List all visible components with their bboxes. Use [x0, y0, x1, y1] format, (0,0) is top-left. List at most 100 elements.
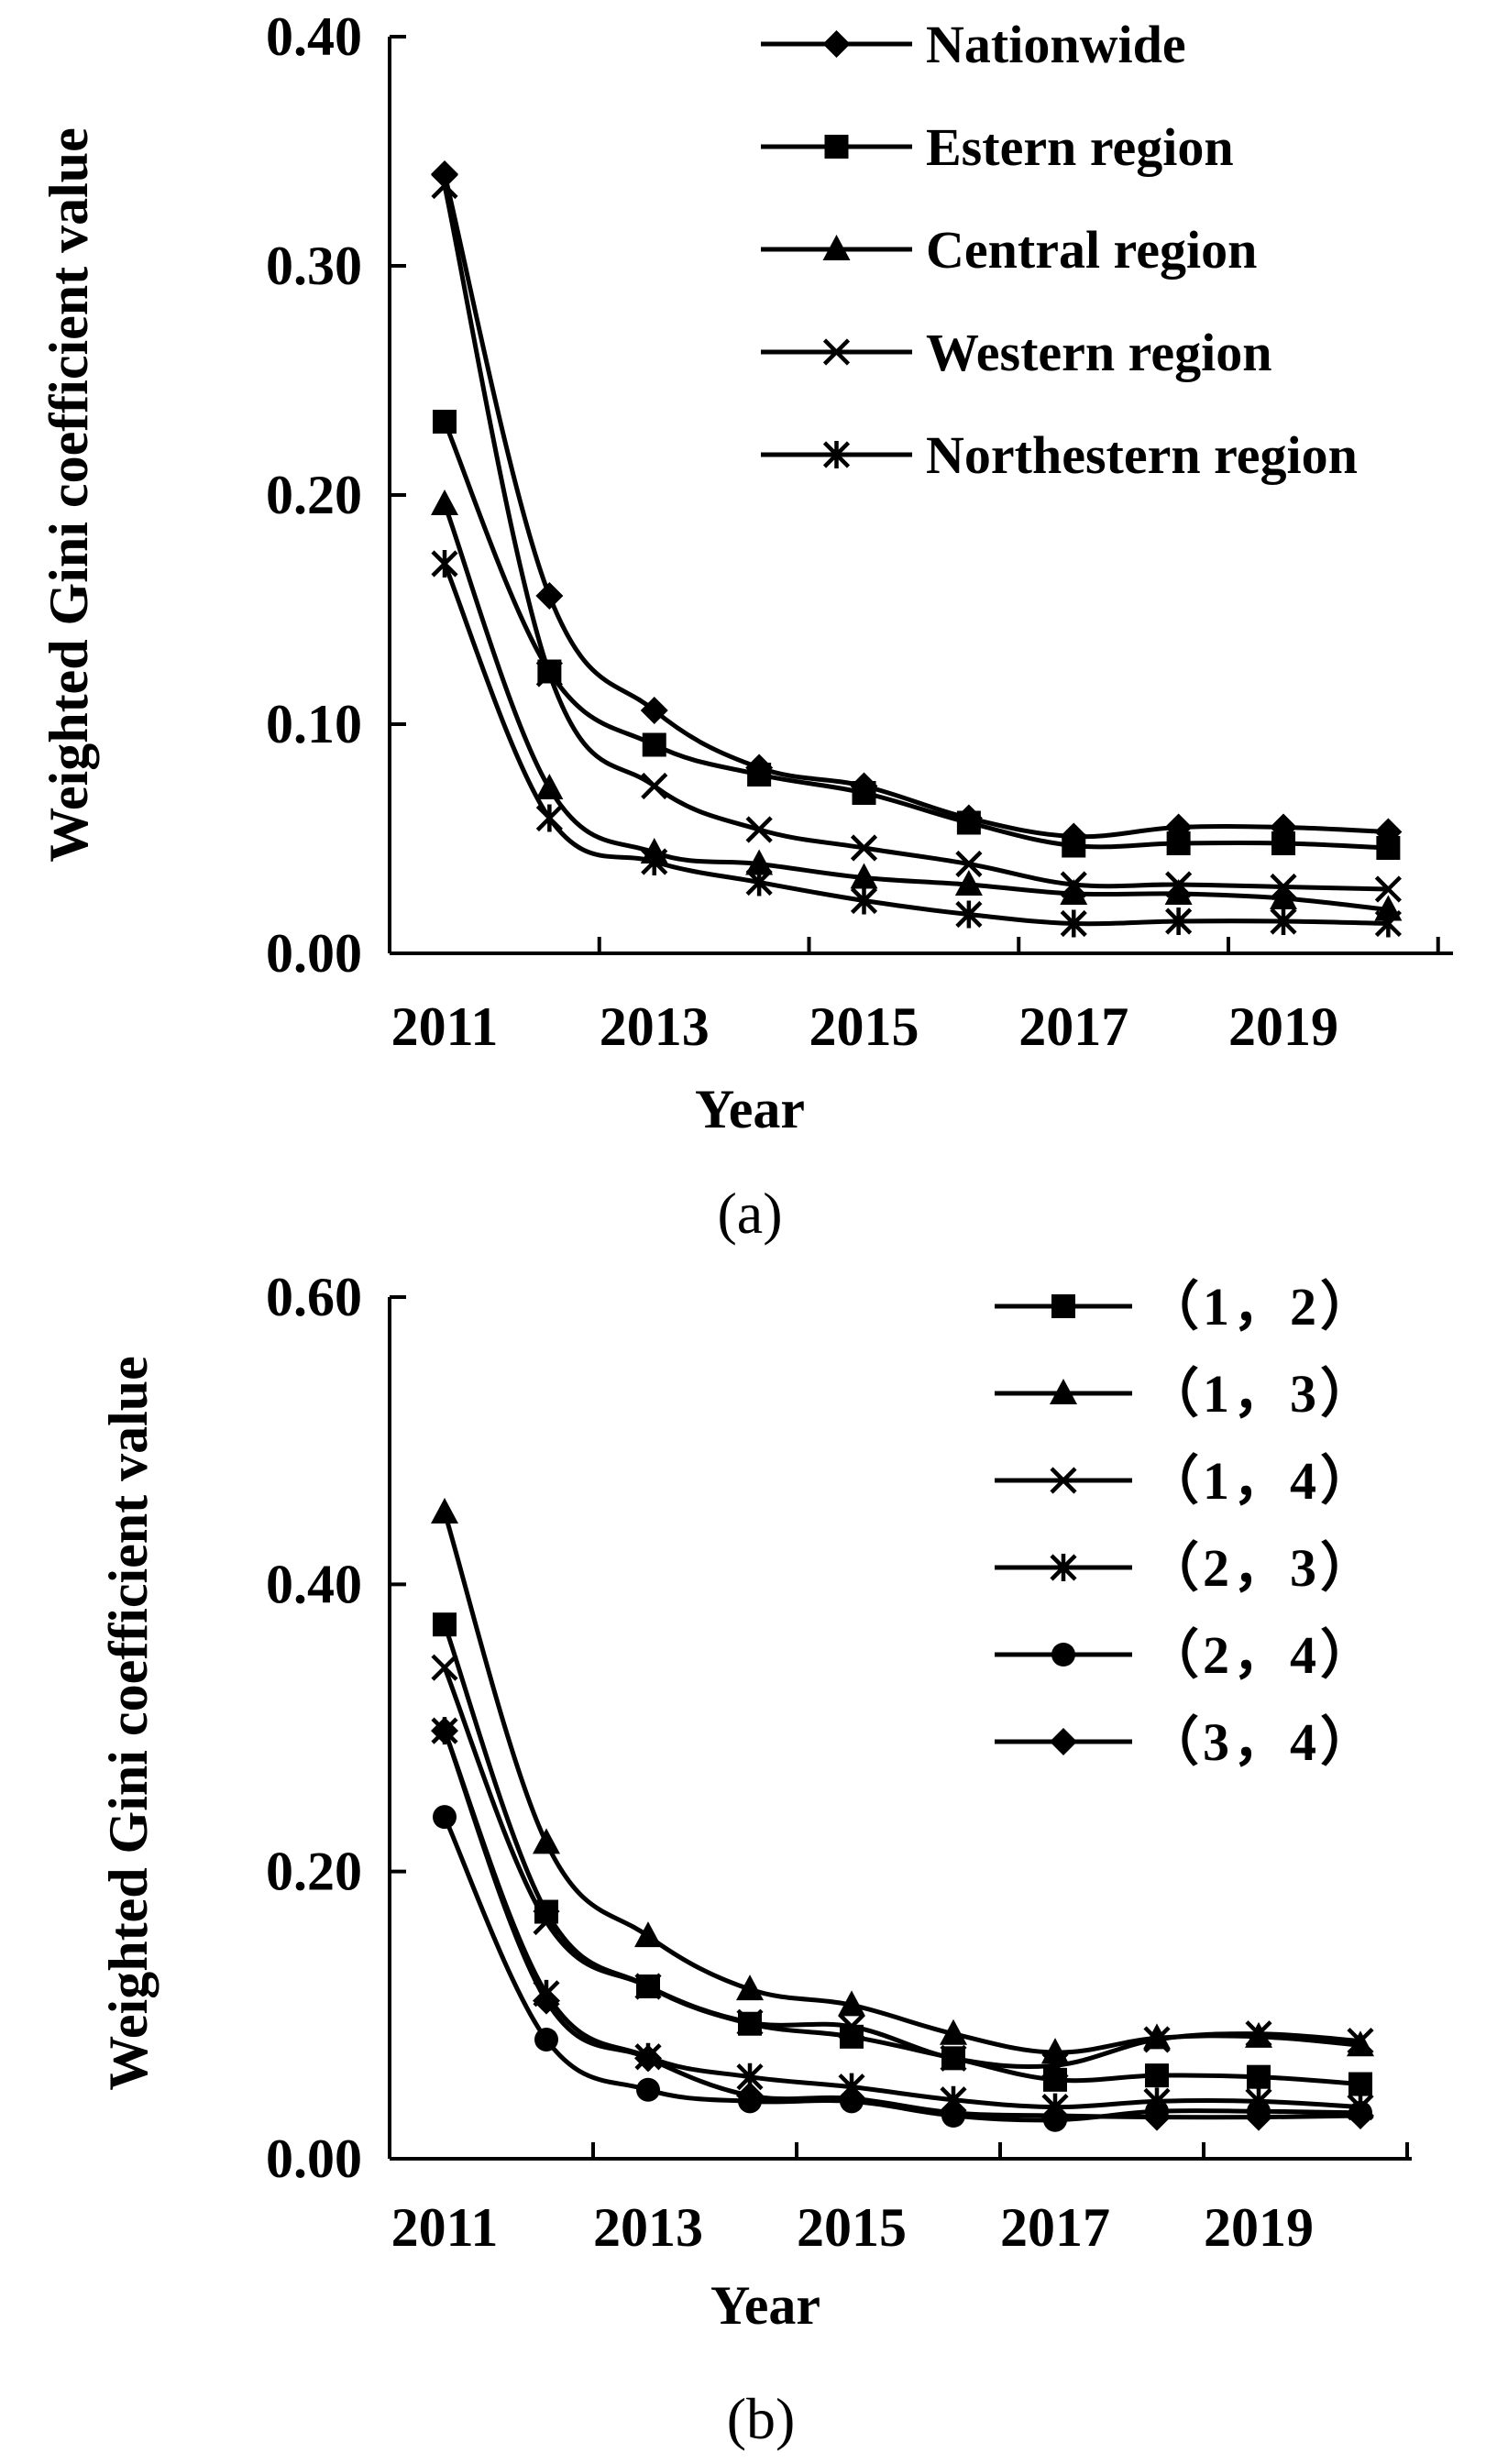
data-point-b-triangle	[940, 2018, 967, 2045]
legend-label-b-circle: （2，4）	[1146, 1625, 1377, 1685]
data-point-a-asterisk	[1060, 909, 1087, 938]
data-point-b-circle	[433, 1805, 457, 1830]
data-point-b-x	[1143, 2026, 1171, 2053]
data-point-a-square	[956, 810, 981, 835]
data-point-a-x	[1270, 873, 1297, 901]
data-point-a-square	[1166, 831, 1191, 855]
data-point-a-triangle	[431, 490, 458, 515]
data-point-b-diamond	[634, 2044, 662, 2073]
legend-marker-b-circle	[1051, 1643, 1075, 1666]
y-tick-label-b: 0.60	[266, 1267, 362, 1327]
data-point-a-x	[955, 850, 983, 878]
x-tick-label-b: 2019	[1204, 2197, 1314, 2258]
y-axis-label-b: Weighted Gini coefficient value	[98, 1356, 159, 2091]
data-point-a-triangle	[850, 863, 878, 889]
data-point-b-x	[634, 1973, 662, 2000]
legend-marker-b-diamond	[1050, 1728, 1077, 1755]
chart-panel-b: Weighted Gini coefficient value Year (b)…	[98, 1267, 1412, 2451]
data-point-a-square	[1271, 831, 1295, 855]
data-point-a-triangle	[954, 870, 983, 896]
legend-marker-b-x	[1050, 1467, 1077, 1494]
data-point-b-x	[1347, 2027, 1374, 2055]
data-point-a-x	[431, 171, 458, 200]
data-point-a-triangle	[1060, 879, 1088, 905]
data-point-a-diamond	[640, 697, 668, 724]
legend-label-b-triangle: （1，3）	[1146, 1364, 1377, 1424]
data-point-b-triangle	[431, 1498, 458, 1524]
data-point-a-square	[1376, 836, 1401, 860]
data-point-b-x	[736, 2008, 764, 2036]
legend-label-b-square: （1，2）	[1146, 1277, 1377, 1336]
data-point-b-x	[838, 2013, 865, 2040]
data-point-a-square	[852, 781, 876, 805]
data-point-b-diamond	[1041, 2102, 1069, 2129]
data-point-b-diamond	[1245, 2103, 1272, 2131]
data-point-b-triangle	[838, 1990, 865, 2017]
x-tick-label-a: 2019	[1228, 996, 1338, 1057]
data-point-b-x	[533, 1908, 560, 1936]
data-point-a-diamond	[535, 582, 564, 610]
data-point-a-square	[433, 410, 457, 434]
data-point-a-square	[1062, 833, 1086, 858]
y-tick-label-b: 0.40	[266, 1554, 362, 1614]
data-point-a-triangle	[745, 849, 774, 875]
data-point-a-square	[642, 732, 666, 757]
legend-marker-a-x	[822, 338, 851, 366]
data-point-a-x	[535, 660, 563, 688]
data-point-a-x	[1374, 875, 1402, 903]
data-point-b-circle	[534, 2027, 558, 2052]
legend-label-a-asterisk: Northestern region	[926, 425, 1358, 485]
legend-marker-a-asterisk	[822, 441, 851, 468]
legend-marker-a-diamond	[822, 30, 851, 58]
data-point-a-square	[747, 763, 772, 786]
y-tick-label-a: 0.00	[266, 923, 362, 984]
data-point-a-asterisk	[1165, 908, 1193, 935]
legend-marker-b-triangle	[1050, 1379, 1077, 1404]
legend-label-b-asterisk: （2，3）	[1146, 1538, 1377, 1598]
x-tick-label-b: 2017	[1000, 2197, 1110, 2258]
data-point-a-x	[745, 816, 773, 843]
data-point-b-triangle	[634, 1921, 662, 1948]
series-line-a-square	[442, 419, 1391, 851]
data-point-b-circle	[636, 2077, 660, 2102]
data-point-b-square	[1247, 2064, 1271, 2089]
series-line-b-diamond	[442, 1728, 1363, 2120]
y-tick-label-a: 0.40	[266, 6, 362, 67]
x-tick-label-a: 2017	[1018, 996, 1128, 1057]
data-point-b-diamond	[1143, 2103, 1171, 2131]
x-tick-label-a: 2013	[600, 996, 710, 1057]
panel-label-b: (b)	[727, 2386, 796, 2451]
x-axis-label-b: Year	[710, 2275, 820, 2336]
legend-marker-a-triangle	[822, 235, 851, 260]
panel-label-a: (a)	[717, 1181, 782, 1246]
legend-marker-a-square	[824, 135, 849, 159]
data-point-a-x	[641, 772, 668, 800]
legend-label-a-x: Western region	[926, 323, 1271, 382]
data-point-a-triangle	[535, 774, 564, 799]
data-point-b-x	[1245, 2020, 1272, 2048]
chart-panel-a: Weighted Gini coefficient value Year (a)…	[39, 6, 1453, 1246]
legend-marker-b-square	[1051, 1294, 1075, 1318]
data-point-a-asterisk	[745, 868, 773, 896]
legend-label-b-x: （1，4）	[1146, 1451, 1377, 1511]
legend-label-b-diamond: （3，4）	[1146, 1712, 1377, 1772]
y-tick-label-a: 0.10	[266, 694, 362, 754]
y-tick-label-b: 0.20	[266, 1842, 362, 1902]
data-point-a-asterisk	[955, 900, 983, 929]
y-axis-label-a: Weighted Gini coefficient value	[39, 127, 99, 863]
data-point-a-asterisk	[431, 550, 458, 578]
data-point-b-diamond	[533, 1986, 560, 2015]
x-tick-label-b: 2011	[391, 2197, 499, 2258]
data-point-b-diamond	[1347, 2102, 1374, 2129]
data-point-b-square	[1348, 2072, 1372, 2096]
data-point-b-triangle	[736, 1974, 764, 2001]
data-point-a-asterisk	[641, 848, 668, 875]
data-point-b-x	[1041, 2052, 1069, 2079]
data-point-a-asterisk	[1374, 909, 1402, 938]
x-tick-label-b: 2015	[797, 2197, 907, 2258]
series-line-b-square	[442, 1622, 1363, 2087]
y-tick-label-a: 0.20	[266, 465, 362, 525]
legend-label-a-triangle: Central region	[926, 220, 1257, 280]
x-tick-label-a: 2011	[391, 996, 499, 1057]
